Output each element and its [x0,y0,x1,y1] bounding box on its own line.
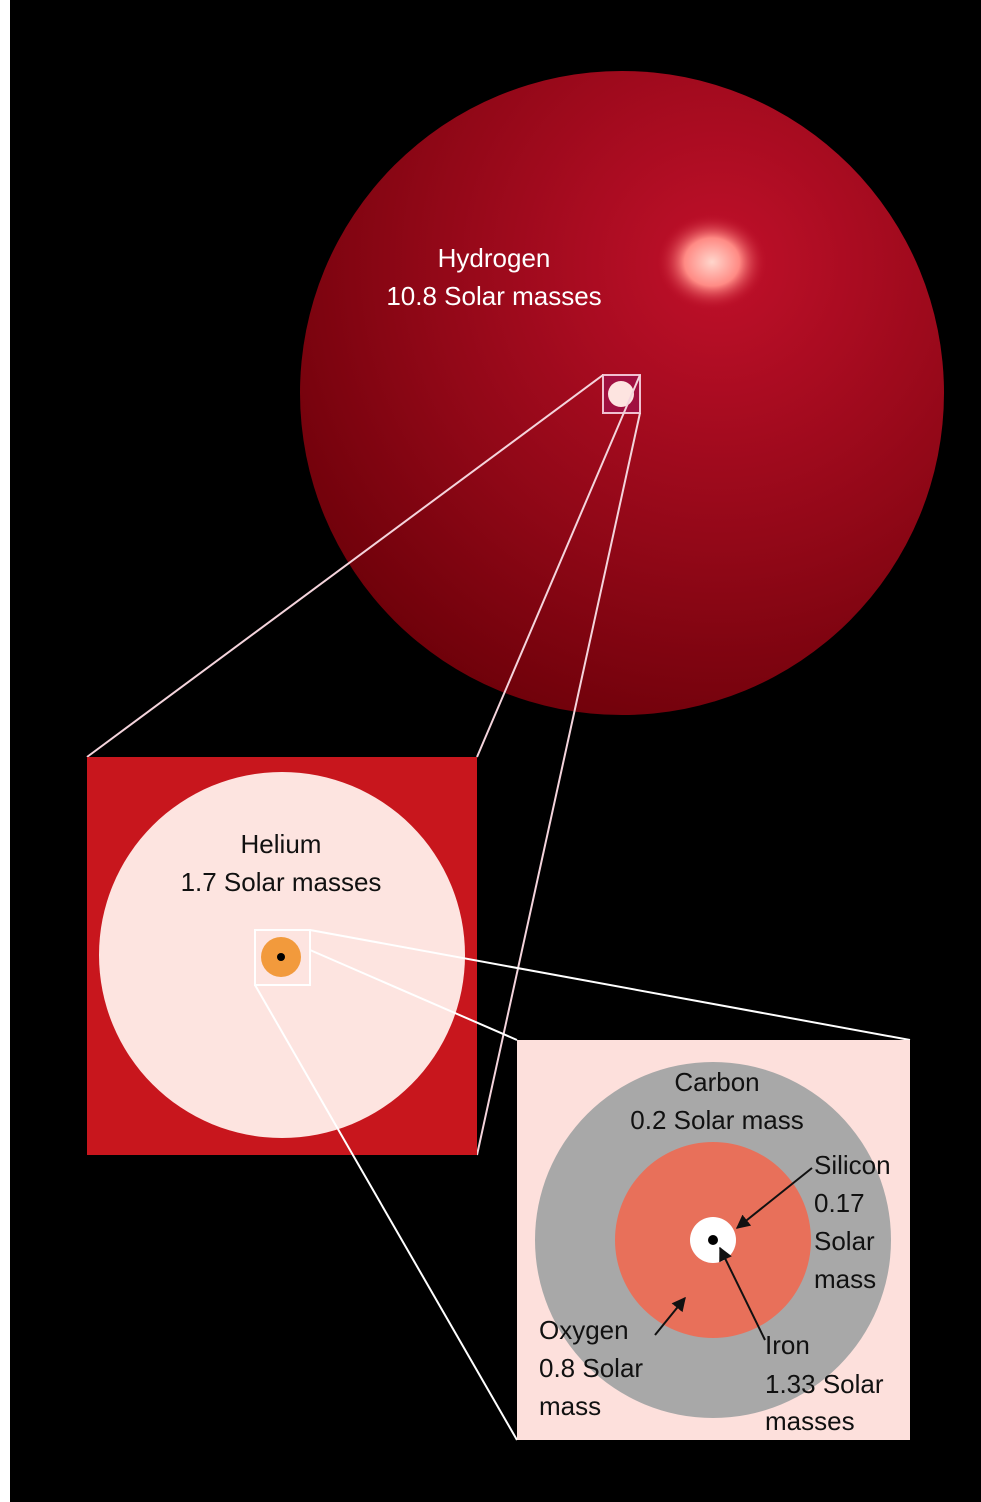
label: mass [814,1264,876,1294]
label: mass [539,1391,601,1421]
inner-dot [277,953,285,961]
label: Silicon [814,1150,891,1180]
zoom-lines [254,929,911,1441]
zoom-lines [86,374,641,1156]
label: masses [765,1406,855,1436]
zoom-box [254,929,311,986]
label: Helium [241,829,322,859]
label: 0.17 [814,1188,865,1218]
label: Hydrogen [438,243,551,273]
core [608,381,634,407]
label: Solar [814,1226,875,1256]
label: 0.8 Solar [539,1353,643,1383]
label: Iron [765,1330,810,1360]
left-edge [0,0,10,1502]
label: Carbon [674,1067,759,1097]
label: Oxygen [539,1315,629,1345]
label: 1.7 Solar masses [181,867,382,897]
label: 1.33 Solar [765,1369,884,1399]
arrows [654,1167,813,1341]
label: 0.2 Solar mass [630,1105,803,1135]
highlight [657,214,767,310]
iron-core [708,1235,718,1245]
label: 10.8 Solar masses [386,281,601,311]
